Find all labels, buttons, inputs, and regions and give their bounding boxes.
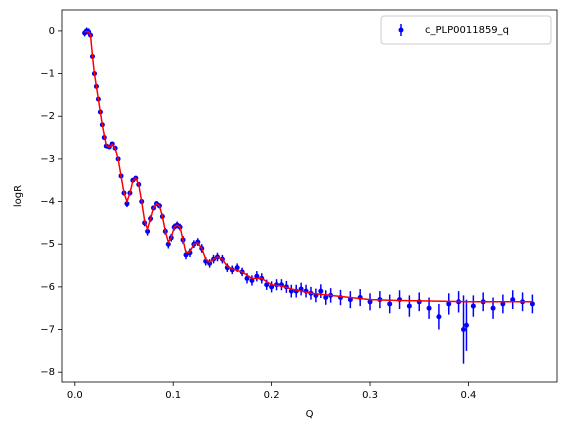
data-point bbox=[183, 252, 189, 258]
legend-marker bbox=[398, 27, 404, 33]
x-tick-label: 0.0 bbox=[67, 390, 83, 401]
data-point bbox=[510, 297, 516, 303]
data-point bbox=[367, 299, 373, 305]
y-tick-label: −7 bbox=[40, 325, 55, 336]
y-tick-label: −3 bbox=[40, 154, 55, 165]
y-tick-label: 0 bbox=[49, 26, 55, 37]
data-point bbox=[323, 295, 329, 301]
y-tick-label: −4 bbox=[40, 197, 55, 208]
data-point bbox=[264, 282, 270, 288]
x-tick-label: 0.2 bbox=[264, 390, 280, 401]
y-tick-label: −5 bbox=[40, 239, 55, 250]
data-point bbox=[249, 277, 255, 283]
x-tick-label: 0.1 bbox=[165, 390, 181, 401]
x-axis-label: Q bbox=[306, 409, 314, 420]
data-point bbox=[446, 301, 452, 307]
data-point bbox=[490, 305, 496, 311]
data-point bbox=[500, 301, 506, 307]
data-point bbox=[207, 260, 213, 266]
data-point bbox=[165, 241, 171, 247]
x-tick-label: 0.4 bbox=[460, 390, 476, 401]
y-tick-label: −2 bbox=[40, 111, 55, 122]
legend-label: c_PLP0011859_q bbox=[425, 25, 509, 36]
data-point bbox=[397, 297, 403, 303]
y-tick-label: −6 bbox=[40, 282, 55, 293]
data-point bbox=[470, 303, 476, 309]
data-point bbox=[461, 327, 467, 333]
data-point bbox=[529, 301, 535, 307]
y-axis-label: logR bbox=[13, 185, 24, 207]
data-point bbox=[426, 305, 432, 311]
data-point bbox=[463, 322, 469, 328]
y-tick-label: −1 bbox=[40, 69, 55, 80]
fit-line bbox=[84, 31, 533, 303]
x-tick-label: 0.3 bbox=[362, 390, 378, 401]
data-point bbox=[244, 275, 250, 281]
y-tick-label: −8 bbox=[40, 367, 55, 378]
data-point bbox=[234, 265, 240, 271]
data-point bbox=[254, 273, 260, 279]
axes-frame bbox=[61, 9, 558, 383]
data-point bbox=[436, 314, 442, 320]
data-point bbox=[318, 288, 324, 294]
data-point bbox=[387, 301, 393, 307]
data-point bbox=[406, 303, 412, 309]
legend-box bbox=[380, 15, 552, 45]
